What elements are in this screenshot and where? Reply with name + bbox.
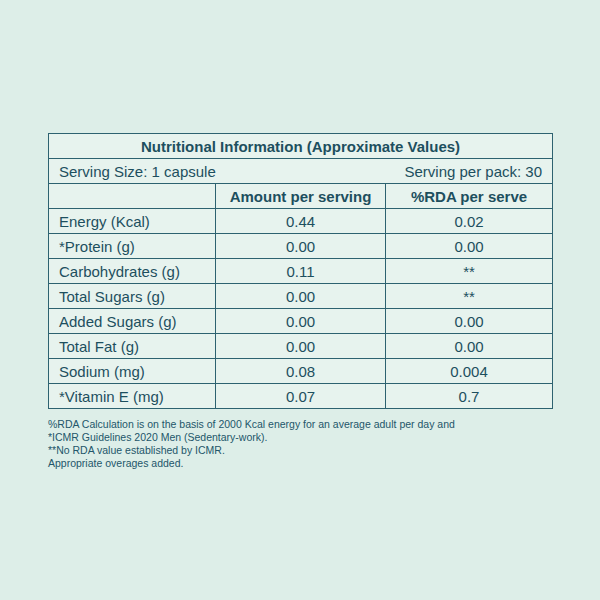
table-row: *Protein (g) 0.00 0.00 — [49, 234, 553, 259]
footnotes: %RDA Calculation is on the basis of 2000… — [48, 418, 552, 470]
amount-value: 0.44 — [216, 209, 386, 234]
table-row: Total Sugars (g) 0.00 ** — [49, 284, 553, 309]
column-header-row: Amount per serving %RDA per serve — [49, 184, 553, 209]
amount-value: 0.00 — [216, 309, 386, 334]
nutrition-table: Nutritional Information (Approximate Val… — [48, 133, 553, 409]
nutrient-label: Sodium (mg) — [49, 359, 216, 384]
rda-value: 0.00 — [386, 234, 553, 259]
nutrition-label: Nutritional Information (Approximate Val… — [48, 0, 552, 470]
serving-size-text: Serving Size: 1 capsule — [59, 163, 216, 180]
serving-cell: Serving Size: 1 capsule Serving per pack… — [49, 159, 553, 184]
rda-value: 0.004 — [386, 359, 553, 384]
amount-value: 0.07 — [216, 384, 386, 409]
nutrient-label: Added Sugars (g) — [49, 309, 216, 334]
amount-value: 0.11 — [216, 259, 386, 284]
footnote-line: Appropriate overages added. — [48, 457, 552, 470]
column-header-amount: Amount per serving — [216, 184, 386, 209]
table-row: Energy (Kcal) 0.44 0.02 — [49, 209, 553, 234]
table-row: Total Fat (g) 0.00 0.00 — [49, 334, 553, 359]
footnote-line: *ICMR Guidelines 2020 Men (Sedentary-wor… — [48, 431, 552, 444]
nutrient-label: Carbohydrates (g) — [49, 259, 216, 284]
title-row: Nutritional Information (Approximate Val… — [49, 134, 553, 159]
empty-header-cell — [49, 184, 216, 209]
rda-value: 0.00 — [386, 309, 553, 334]
amount-value: 0.00 — [216, 284, 386, 309]
nutrient-label: Total Sugars (g) — [49, 284, 216, 309]
rda-value: ** — [386, 259, 553, 284]
table-row: Sodium (mg) 0.08 0.004 — [49, 359, 553, 384]
nutrient-label: *Vitamin E (mg) — [49, 384, 216, 409]
footnote-line: **No RDA value established by ICMR. — [48, 444, 552, 457]
footnote-line: %RDA Calculation is on the basis of 2000… — [48, 418, 552, 431]
table-row: Added Sugars (g) 0.00 0.00 — [49, 309, 553, 334]
table-row: *Vitamin E (mg) 0.07 0.7 — [49, 384, 553, 409]
table-row: Carbohydrates (g) 0.11 ** — [49, 259, 553, 284]
nutrient-label: Total Fat (g) — [49, 334, 216, 359]
rda-value: ** — [386, 284, 553, 309]
nutrient-label: Energy (Kcal) — [49, 209, 216, 234]
rda-value: 0.02 — [386, 209, 553, 234]
amount-value: 0.00 — [216, 234, 386, 259]
column-header-rda: %RDA per serve — [386, 184, 553, 209]
amount-value: 0.00 — [216, 334, 386, 359]
rda-value: 0.00 — [386, 334, 553, 359]
serving-per-pack-text: Serving per pack: 30 — [404, 163, 542, 180]
rda-value: 0.7 — [386, 384, 553, 409]
nutrient-label: *Protein (g) — [49, 234, 216, 259]
amount-value: 0.08 — [216, 359, 386, 384]
table-title: Nutritional Information (Approximate Val… — [49, 134, 553, 159]
serving-row: Serving Size: 1 capsule Serving per pack… — [49, 159, 553, 184]
